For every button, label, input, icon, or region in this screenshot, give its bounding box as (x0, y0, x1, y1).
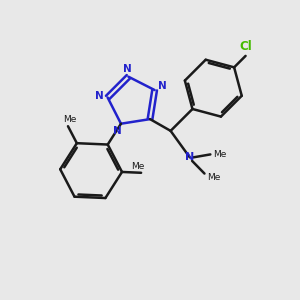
Text: Cl: Cl (240, 40, 253, 53)
Text: N: N (158, 81, 166, 91)
Text: Me: Me (213, 150, 227, 159)
Text: N: N (113, 126, 122, 136)
Text: Me: Me (131, 162, 145, 171)
Text: N: N (185, 152, 194, 162)
Text: N: N (95, 91, 104, 101)
Text: Me: Me (207, 173, 221, 182)
Text: Me: Me (63, 115, 76, 124)
Text: N: N (123, 64, 131, 74)
